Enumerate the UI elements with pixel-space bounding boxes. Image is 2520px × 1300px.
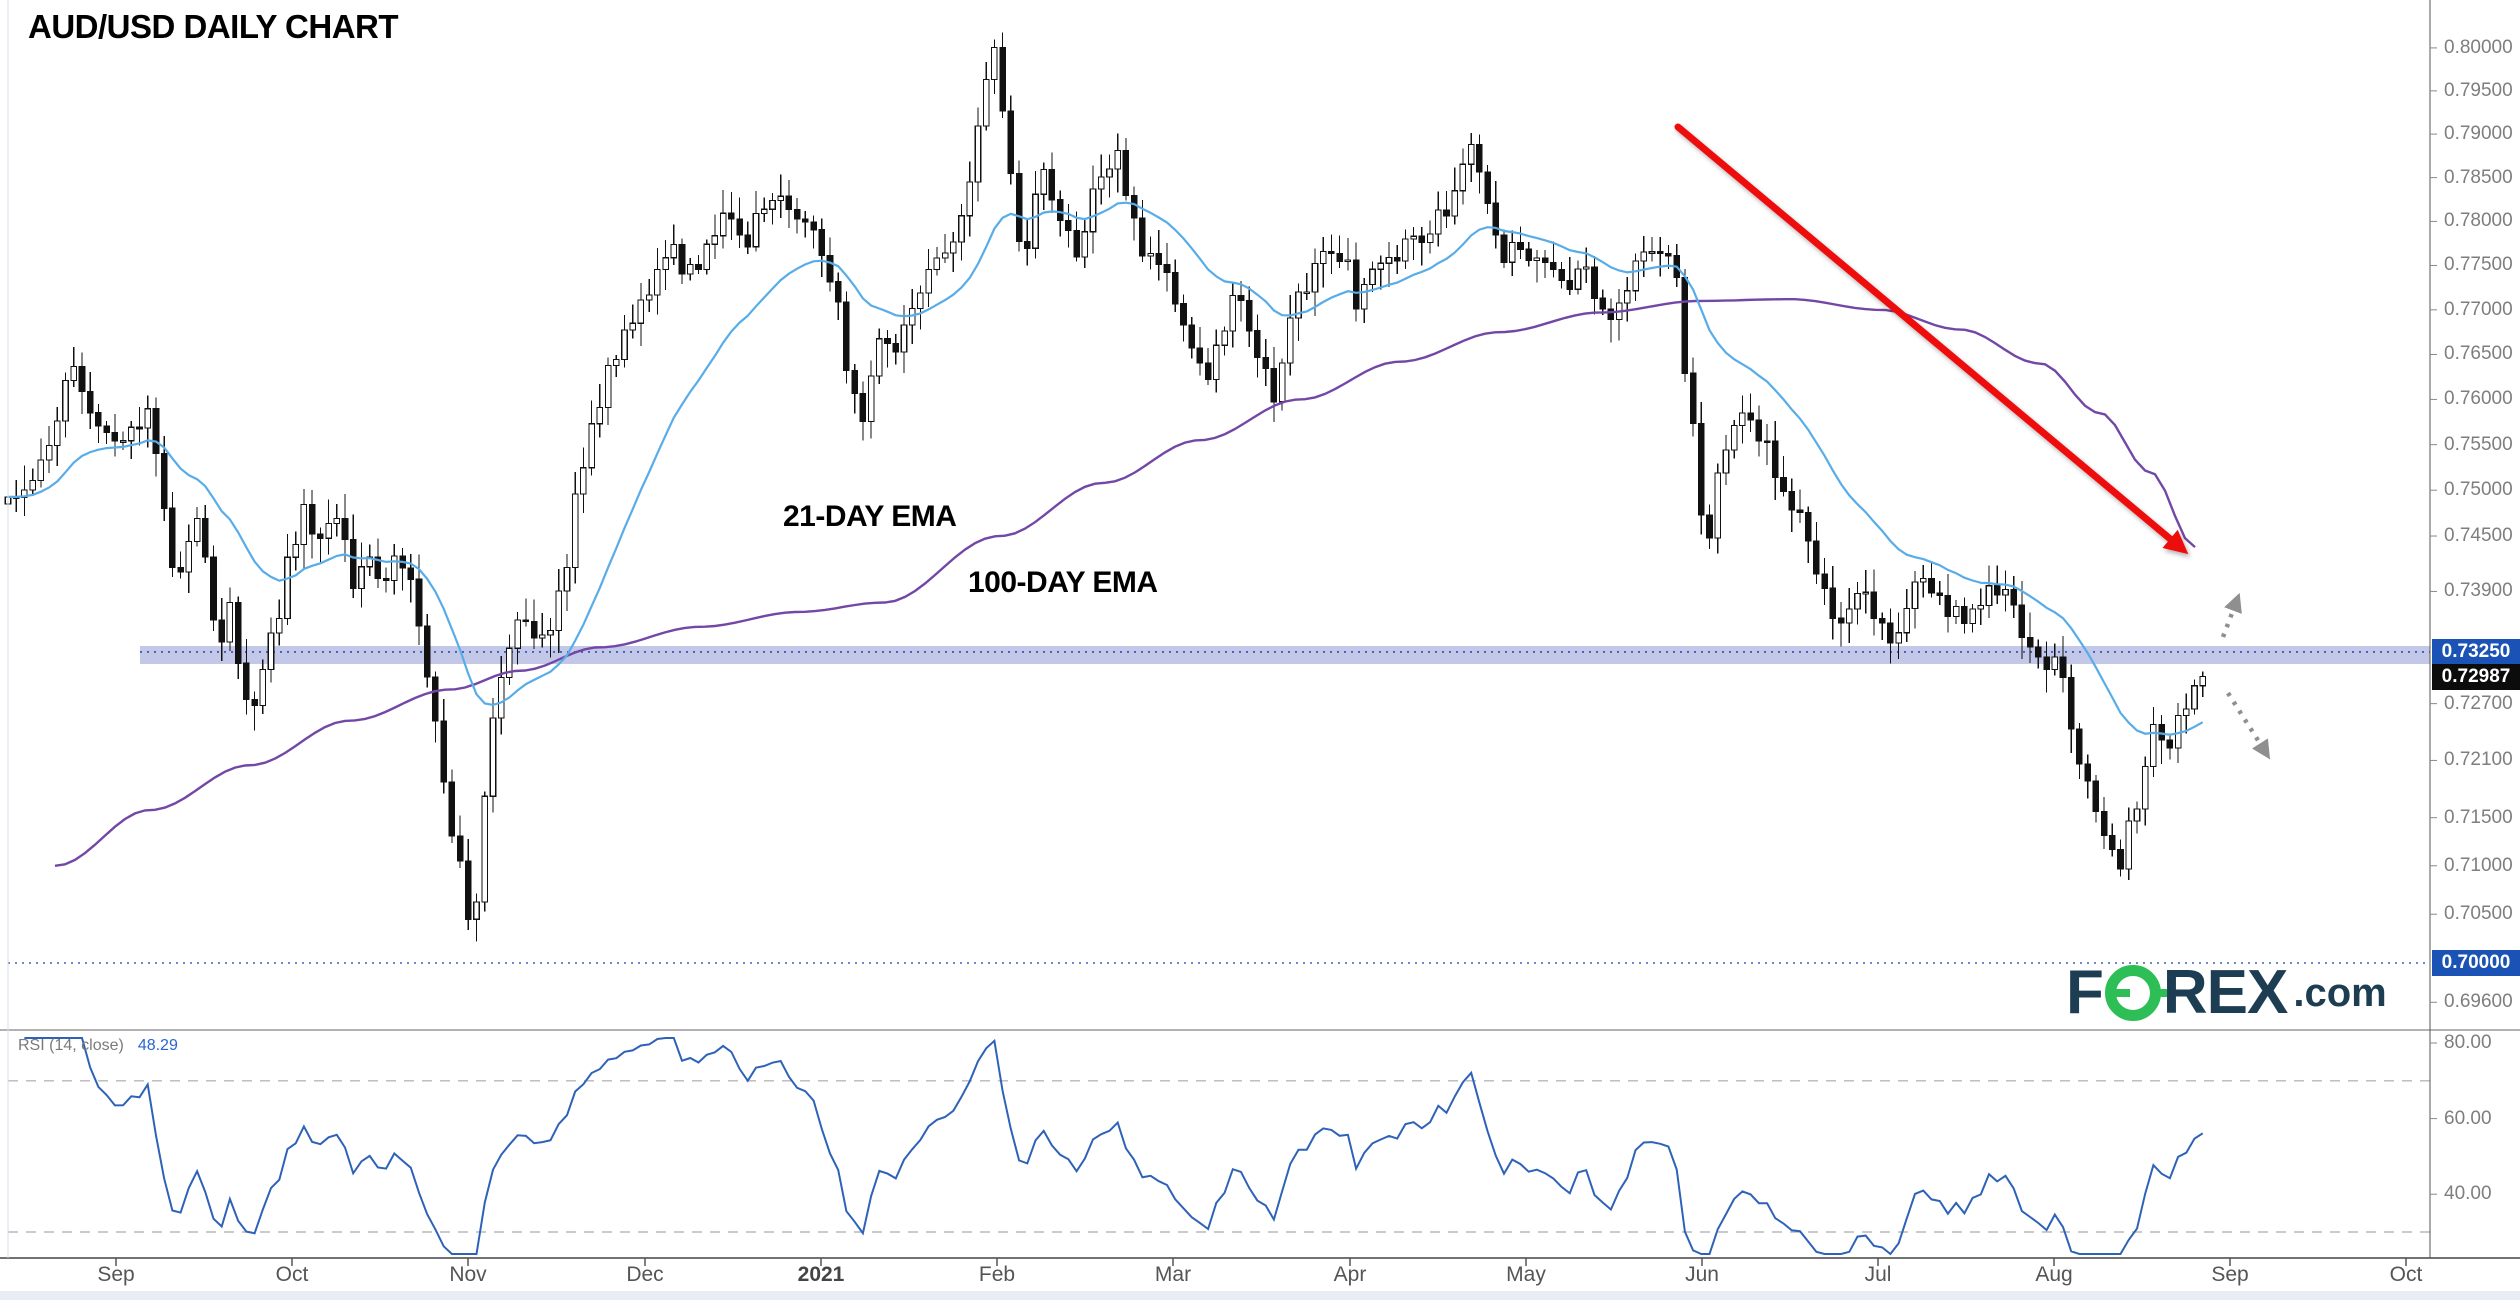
price-tick-label: 0.78500 <box>2444 166 2513 188</box>
price-tick-label: 0.73900 <box>2444 580 2513 602</box>
price-tick-label: 0.77000 <box>2444 298 2513 320</box>
rsi-caption: RSI (14, close) 48.29 <box>18 1037 178 1055</box>
price-tick-label: 0.76000 <box>2444 388 2513 410</box>
red-downtrend-arrow[interactable] <box>1674 123 2189 555</box>
price-tick-label: 0.72700 <box>2444 692 2513 714</box>
price-tick-label: 0.75500 <box>2444 433 2513 455</box>
ema21-label: 21-DAY EMA <box>783 500 957 533</box>
month-label: Apr <box>1333 1263 1367 1286</box>
rsi-line <box>24 1037 2204 1256</box>
month-label: Feb <box>978 1263 1016 1286</box>
price-badge: 0.72987 <box>2432 663 2520 690</box>
logo-o-dash-left <box>2111 989 2130 997</box>
forex-com-logo: F REX .com <box>2066 958 2387 1027</box>
month-label: May <box>1506 1263 1546 1286</box>
price-tick-label: 0.80000 <box>2444 36 2513 58</box>
month-label: Jul <box>1864 1263 1892 1286</box>
month-label: Oct <box>275 1263 309 1286</box>
logo-o-icon <box>2104 965 2167 1021</box>
page-title: AUD/USD DAILY CHART <box>28 8 399 45</box>
rsi-tick-label: 60.00 <box>2444 1107 2492 1129</box>
month-label: Sep <box>2211 1263 2249 1286</box>
price-tick-label: 0.78000 <box>2444 210 2513 232</box>
price-tick-label: 0.69600 <box>2444 991 2513 1013</box>
logo-letters-rex: REX <box>2162 958 2288 1027</box>
month-label: Nov <box>449 1263 487 1286</box>
rsi-indicator-label: RSI (14, close) <box>18 1037 124 1054</box>
month-label: Dec <box>626 1263 664 1286</box>
rsi-tick-label: 40.00 <box>2444 1183 2492 1205</box>
month-label: Aug <box>2035 1263 2073 1286</box>
price-badge: 0.70000 <box>2432 949 2520 976</box>
price-tick-label: 0.74500 <box>2444 525 2513 547</box>
price-tick-label: 0.70500 <box>2444 903 2513 925</box>
dashed-arrow-up[interactable] <box>2220 592 2242 638</box>
price-tick-label: 0.76500 <box>2444 343 2513 365</box>
price-tick-label: 0.77500 <box>2444 254 2513 276</box>
logo-o-dash-right <box>2152 989 2167 997</box>
month-label: Oct <box>2389 1263 2423 1286</box>
price-tick-label: 0.72100 <box>2444 749 2513 771</box>
support-zone-band[interactable] <box>140 646 2430 664</box>
candles-layer <box>4 32 2207 942</box>
rsi-tick-label: 80.00 <box>2444 1032 2492 1053</box>
ema100-line <box>54 298 2196 867</box>
rsi-current-value: 48.29 <box>137 1037 178 1054</box>
logo-letter-f: F <box>2066 958 2104 1027</box>
price-tick-label: 0.79500 <box>2444 79 2513 101</box>
ema21-line <box>8 201 2204 736</box>
price-badge: 0.73250 <box>2432 638 2520 665</box>
month-label: Sep <box>97 1263 135 1286</box>
month-label: Mar <box>1154 1263 1192 1286</box>
logo-dot-com: .com <box>2293 971 2387 1015</box>
ema100-label: 100-DAY EMA <box>968 566 1158 599</box>
month-label: 2021 <box>797 1263 845 1286</box>
bottom-strip <box>0 1291 2520 1300</box>
price-tick-label: 0.71500 <box>2444 806 2513 828</box>
dashed-arrow-down[interactable] <box>2226 691 2271 760</box>
price-tick-label: 0.71000 <box>2444 854 2513 876</box>
month-label: Jun <box>1685 1263 1719 1286</box>
price-tick-label: 0.79000 <box>2444 123 2513 145</box>
price-tick-label: 0.75000 <box>2444 479 2513 501</box>
